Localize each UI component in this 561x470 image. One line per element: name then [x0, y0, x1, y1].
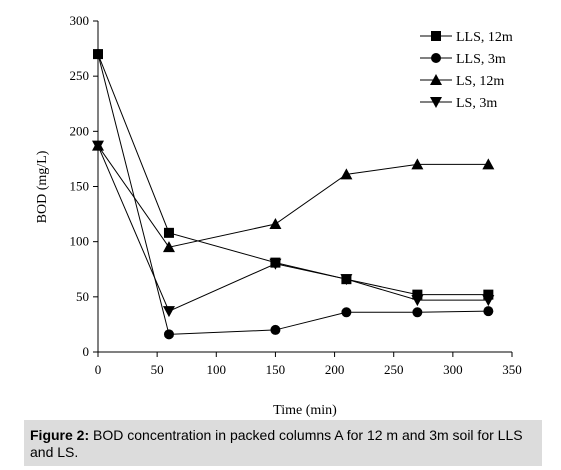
y-tick-label: 100 [70, 234, 90, 249]
data-point-circle [93, 49, 103, 60]
legend-item: LLS, 3m [420, 52, 506, 67]
data-point-square [163, 227, 174, 238]
data-point-triangle-up [340, 168, 353, 180]
data-point-circle [163, 329, 174, 340]
series-line [97, 53, 489, 296]
x-tick-label: 300 [443, 362, 463, 377]
series-1 [93, 49, 494, 300]
legend-item: LS, 3m [420, 96, 497, 111]
data-point-triangle-down [430, 97, 442, 108]
data-point-triangle-up [430, 74, 442, 85]
series-3 [92, 139, 495, 253]
x-tick-label: 200 [325, 362, 345, 377]
data-point-square [431, 31, 441, 41]
data-point-triangle-down [269, 258, 282, 270]
series-2 [93, 49, 494, 340]
x-axis-title: Time (min) [273, 403, 337, 418]
y-tick-label: 300 [70, 13, 90, 28]
legend-label: LS, 3m [456, 96, 497, 111]
y-tick-label: 250 [70, 68, 90, 83]
x-tick-label: 250 [384, 362, 404, 377]
y-tick-label: 0 [83, 344, 90, 359]
data-point-circle [431, 53, 441, 63]
data-point-triangle-up [411, 158, 424, 170]
axes: 0 50 100 150 200 250 300 0 50 100 150 200 250 300 350 [70, 13, 522, 377]
x-tick-label: 350 [502, 362, 522, 377]
series-4 [92, 140, 495, 318]
x-tick-label: 150 [266, 362, 286, 377]
legend-label: LLS, 3m [456, 52, 506, 67]
caption-label: Figure 2: [30, 427, 90, 443]
figure-caption: Figure 2: BOD concentration in packed co… [24, 420, 542, 466]
data-point-circle [341, 307, 352, 318]
data-point-triangle-down [411, 295, 424, 307]
legend-item: LS, 12m [420, 74, 504, 89]
data-point-triangle-down [162, 306, 175, 318]
legend: LLS, 12m LLS, 3m LS, 12m LS, 3m [420, 30, 513, 111]
y-axis-title: BOD (mg/L) [35, 150, 50, 223]
data-point-circle [412, 307, 423, 318]
data-point-triangle-down [92, 140, 104, 152]
caption-text: BOD concentration in packed columns A fo… [30, 427, 523, 460]
data-point-triangle-up [162, 241, 175, 253]
legend-item: LLS, 12m [420, 30, 513, 45]
y-tick-label: 150 [70, 179, 90, 194]
data-point-triangle-up [269, 218, 282, 230]
y-tick-label: 50 [76, 289, 89, 304]
x-tick-label: 50 [151, 362, 164, 377]
data-point-triangle-down [482, 295, 495, 307]
series-line [97, 53, 489, 335]
series-line [97, 145, 489, 248]
legend-label: LS, 12m [456, 74, 504, 89]
data-point-circle [270, 324, 281, 335]
data-point-square [483, 289, 494, 300]
data-point-triangle-up [482, 158, 495, 170]
y-tick-label: 200 [70, 123, 90, 138]
series-layer [92, 49, 495, 340]
data-point-triangle-down [340, 274, 353, 286]
x-tick-label: 0 [95, 362, 102, 377]
data-point-circle [483, 306, 494, 317]
legend-label: LLS, 12m [456, 30, 513, 45]
data-point-square [412, 289, 423, 300]
x-tick-label: 100 [207, 362, 227, 377]
series-line [97, 145, 489, 312]
